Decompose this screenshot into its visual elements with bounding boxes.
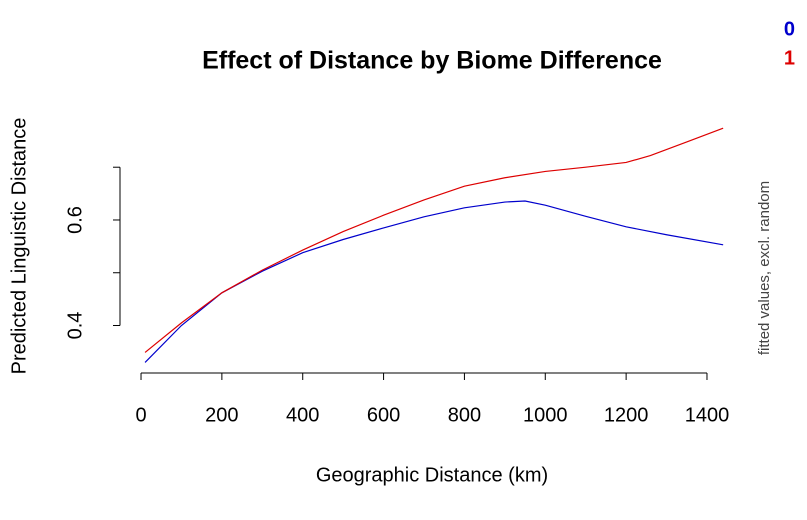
y-axis-label: Predicted Linguistic Distance bbox=[8, 118, 30, 375]
legend-label: 0 bbox=[784, 18, 795, 40]
x-tick-label: 200 bbox=[205, 404, 238, 426]
chart-title: Effect of Distance by Biome Difference bbox=[202, 47, 662, 75]
legend-label: 1 bbox=[784, 47, 795, 69]
data-line bbox=[144, 200, 724, 363]
y-tick-label: 0.6 bbox=[64, 206, 86, 234]
x-tick-label: 600 bbox=[367, 404, 400, 426]
x-tick-label: 800 bbox=[448, 404, 481, 426]
data-line bbox=[144, 127, 724, 353]
x-tick-label: 1400 bbox=[685, 404, 730, 426]
x-tick-label: 0 bbox=[135, 404, 146, 426]
side-note: fitted values, excl. random bbox=[756, 181, 773, 355]
x-axis-label: Geographic Distance (km) bbox=[316, 464, 548, 486]
x-tick-label: 1200 bbox=[604, 404, 649, 426]
x-tick-label: 400 bbox=[286, 404, 319, 426]
x-tick-label: 1000 bbox=[523, 404, 568, 426]
y-tick-label: 0.4 bbox=[64, 312, 86, 340]
